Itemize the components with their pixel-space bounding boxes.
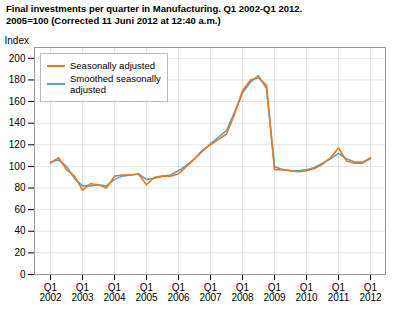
html-text:2005=100 (Corrected 11 Juni 20: 2005=100 (Corrected 11 Juni 2012 at 12:4… <box>6 15 221 26</box>
svg-text:Index: Index <box>5 35 29 46</box>
svg-text:120: 120 <box>9 139 26 150</box>
svg-text:60: 60 <box>14 204 26 215</box>
svg-text:Q12011: Q12011 <box>328 282 350 303</box>
svg-text:140: 140 <box>9 117 26 128</box>
svg-text:Q12009: Q12009 <box>263 282 286 303</box>
svg-text:Q12008: Q12008 <box>231 282 254 303</box>
svg-text:Q12006: Q12006 <box>167 282 190 303</box>
svg-text:Q12007: Q12007 <box>199 282 222 303</box>
html-text:Seasonally adjusted: Seasonally adjusted <box>70 60 155 71</box>
svg-text:Q12010: Q12010 <box>295 282 318 303</box>
svg-text:180: 180 <box>9 74 26 85</box>
svg-text:Q12003: Q12003 <box>71 282 94 303</box>
svg-text:Q12005: Q12005 <box>135 282 158 303</box>
svg-text:100: 100 <box>9 161 26 172</box>
html-text:Final investments per quarter: Final investments per quarter in Manufac… <box>6 3 303 14</box>
svg-text:0: 0 <box>20 269 26 280</box>
svg-text:Q12002: Q12002 <box>39 282 62 303</box>
svg-text:200: 200 <box>9 53 26 64</box>
svg-text:20: 20 <box>14 247 26 258</box>
svg-text:40: 40 <box>14 225 26 236</box>
svg-text:Q12004: Q12004 <box>103 282 126 303</box>
html-text:Smoothed seasonally adjusted: Smoothed seasonally adjusted <box>70 73 161 95</box>
svg-text:Q12012: Q12012 <box>359 282 382 303</box>
svg-text:80: 80 <box>14 182 26 193</box>
svg-text:160: 160 <box>9 96 26 107</box>
